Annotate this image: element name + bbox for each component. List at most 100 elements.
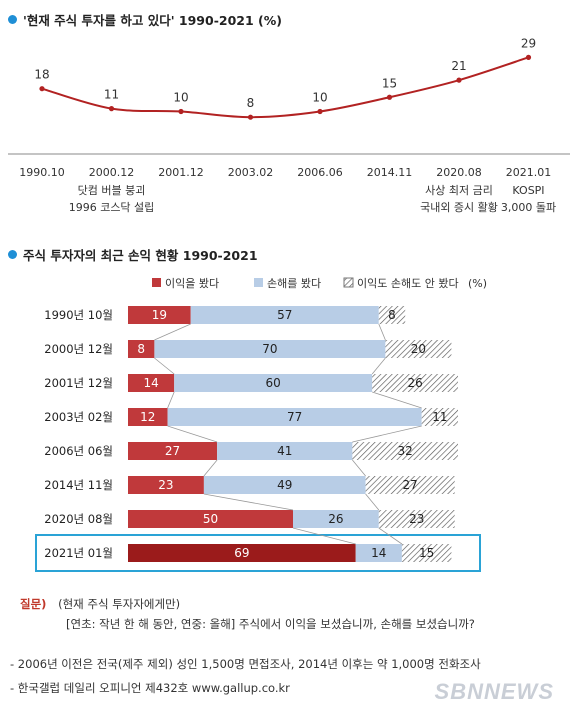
line-chart: 18 1990.10 11 2000.12 10 2001.12 8 2003.02 10 200… (8, 36, 570, 214)
data-point (317, 108, 323, 115)
bar-chart-title-row: 주식 투자자의 최근 손익 현황 1990-2021 (8, 245, 258, 264)
legend-label: 이익을 봤다 (165, 277, 219, 290)
legend-label: 손해를 봤다 (267, 276, 321, 290)
data-label: 18 (34, 68, 49, 82)
bar-value-label: 23 (158, 478, 173, 492)
bullet-icon (8, 15, 17, 24)
data-label: 10 (312, 91, 327, 105)
connector-line (154, 357, 175, 375)
category-label: 2000년 12월 (44, 342, 113, 356)
x-tick-label: 2006.06 (297, 166, 343, 179)
bar-value-label: 23 (409, 512, 424, 526)
bar-value-label: 8 (137, 342, 145, 356)
connector-line (371, 357, 386, 375)
connector-line (352, 459, 366, 477)
x-tick-label: 2003.02 (228, 166, 274, 179)
connector-line (352, 425, 422, 443)
annotation-text: 국내외 증시 활황 (420, 200, 498, 214)
bar-segment (128, 442, 218, 460)
line-chart-title: '현재 주식 투자를 하고 있다' 1990-2021 (%) (23, 13, 282, 28)
annotation-text: 3,000 돌파 (501, 201, 556, 214)
legend-suffix: (%) (468, 277, 487, 290)
connector-line (167, 425, 218, 443)
data-point (108, 106, 115, 112)
legend-label: 이익도 손해도 안 봤다 (357, 276, 459, 290)
series-line (41, 56, 529, 119)
question-scope: (현재 주식 투자자에게만) (58, 597, 181, 611)
watermark-logo: SBNNEWS (434, 679, 554, 704)
bar-chart: 이익을 봤다 손해를 봤다 이익도 손해도 안 봤다 (%) 1990년 10월 19 57… (35, 276, 487, 572)
bar-value-label: 60 (266, 376, 281, 390)
bar-value-label: 41 (277, 444, 292, 458)
bar-segment (203, 476, 366, 494)
data-point (247, 114, 254, 120)
x-tick-label: 2014.11 (367, 166, 413, 179)
bar-segment (421, 408, 458, 426)
bar-value-label: 26 (328, 512, 343, 526)
category-label: 2014년 11월 (44, 478, 113, 492)
connector-line (154, 323, 191, 341)
question-text: [연초: 작년 한 해 동안, 연중: 올해] 주식에서 이익을 보셨습니까, … (66, 617, 475, 631)
connector-line (365, 493, 380, 511)
annotation-text: KOSPI (512, 184, 544, 197)
connector-line (292, 527, 356, 545)
x-tick-label: 2020.08 (436, 166, 482, 179)
bar-value-label: 27 (403, 478, 418, 492)
note-survey-method: - 2006년 이전은 전국(제주 제외) 성인 1,500명 면접조사, 20… (10, 657, 481, 671)
bar-segment (352, 442, 458, 460)
legend-swatch (343, 277, 354, 288)
connector-line (378, 527, 403, 545)
bar-segment (217, 442, 353, 460)
line-chart-title-row: '현재 주식 투자를 하고 있다' 1990-2021 (%) (8, 10, 282, 29)
bar-value-label: 57 (277, 308, 292, 322)
data-point (386, 94, 393, 100)
annotation-text: 닷컴 버블 붕괴 (78, 184, 146, 197)
connector-line (372, 391, 422, 409)
bar-value-label: 50 (203, 512, 218, 526)
data-label: 15 (382, 76, 397, 90)
bar-value-label: 26 (407, 376, 422, 390)
bar-segment (378, 306, 406, 324)
bar-value-label: 11 (432, 410, 447, 424)
category-label: 2021년 01월 (44, 546, 113, 560)
bar-segment (401, 544, 452, 562)
bar-value-label: 19 (152, 308, 167, 322)
bar-value-label: 49 (277, 478, 292, 492)
data-point (525, 54, 532, 60)
bar-segment (365, 476, 455, 494)
connector-line (167, 391, 175, 409)
bar-value-label: 32 (398, 444, 413, 458)
bar-segment (372, 374, 458, 392)
bar-value-label: 8 (388, 308, 396, 322)
highlight-box (35, 534, 481, 572)
bar-segment (190, 306, 379, 324)
legend-swatch (254, 278, 263, 287)
annotation-text: 1996 코스닥 설립 (69, 201, 155, 214)
data-point (456, 77, 462, 83)
bar-segment (355, 544, 402, 562)
bar-segment (128, 306, 191, 324)
category-label: 2001년 12월 (44, 376, 113, 390)
note-source: - 한국갤럽 데일리 오피니언 제432호 www.gallup.co.kr (10, 681, 290, 695)
bar-value-label: 27 (165, 444, 180, 458)
data-point (39, 86, 45, 92)
legend-swatch (152, 278, 161, 287)
bar-segment (167, 408, 422, 426)
bar-value-label: 12 (140, 410, 155, 424)
x-tick-label: 2001.12 (158, 166, 204, 179)
annotation-text: 사상 최저 금리 (425, 184, 493, 197)
bar-value-label: 20 (411, 342, 426, 356)
bar-segment (293, 510, 379, 528)
data-label: 10 (173, 91, 188, 105)
bar-segment (154, 340, 386, 358)
connector-line (203, 459, 218, 477)
x-tick-label: 2021.01 (506, 166, 552, 179)
category-label: 1990년 10월 (44, 308, 113, 322)
category-label: 2020년 08월 (44, 512, 113, 526)
bar-segment (385, 340, 452, 358)
data-point (178, 108, 184, 115)
bar-value-label: 14 (143, 376, 158, 390)
bar-value-label: 14 (371, 546, 386, 560)
question-line: 질문) (현재 주식 투자자에게만) (20, 596, 180, 612)
category-label: 2003년 02월 (44, 410, 113, 424)
